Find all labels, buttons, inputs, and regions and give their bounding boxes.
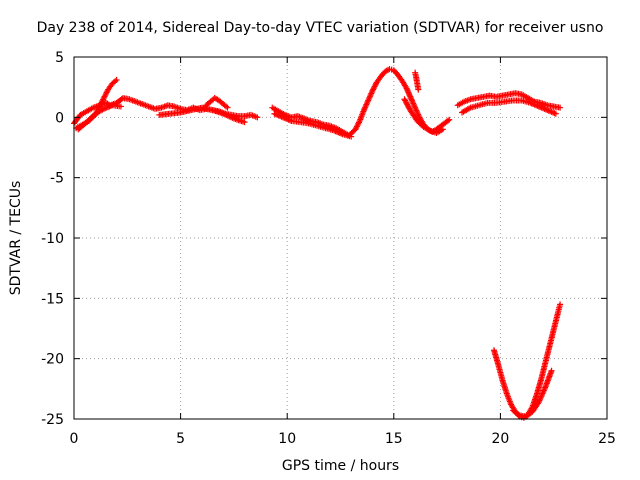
data-point — [362, 102, 369, 109]
x-axis-label: GPS time / hours — [282, 458, 399, 474]
series-track-i — [412, 69, 422, 93]
data-point — [411, 103, 418, 110]
y-tick-label: -20 — [41, 352, 64, 368]
data-point — [363, 101, 370, 108]
series-track-k — [459, 97, 559, 117]
data-point — [410, 101, 417, 108]
data-point — [405, 89, 412, 96]
y-tick-label: -10 — [41, 231, 64, 247]
data-point — [117, 103, 124, 110]
data-point — [413, 108, 420, 115]
series-track-h — [401, 96, 446, 137]
x-tick-label: 25 — [598, 431, 616, 447]
data-point — [439, 126, 446, 133]
data-point — [363, 100, 370, 107]
data-point — [410, 100, 417, 107]
data-point — [548, 367, 555, 374]
x-tick-label: 10 — [278, 431, 296, 447]
grid-lines — [74, 57, 607, 419]
data-point — [415, 86, 422, 93]
data-point — [407, 95, 414, 102]
data-point — [557, 301, 564, 308]
data-point — [406, 90, 413, 97]
series-track-c — [75, 102, 124, 133]
data-point — [557, 104, 564, 111]
data-points — [71, 66, 564, 421]
data-point — [404, 86, 411, 93]
x-tick-label: 20 — [491, 431, 509, 447]
data-point — [254, 114, 261, 121]
data-point — [412, 104, 419, 111]
data-point — [406, 92, 413, 99]
y-tick-label: -15 — [41, 291, 64, 307]
chart-title: Day 238 of 2014, Sidereal Day-to-day VTE… — [36, 20, 604, 36]
data-point — [224, 104, 231, 111]
series-track-d — [156, 104, 248, 126]
data-point — [515, 411, 522, 418]
series-track-e — [203, 95, 231, 111]
y-tick-label: 0 — [55, 110, 64, 126]
data-point — [361, 105, 368, 112]
series-track-m — [510, 367, 555, 420]
data-point — [413, 107, 420, 114]
data-point — [412, 106, 419, 113]
data-point — [367, 91, 374, 98]
data-point — [366, 94, 373, 101]
data-point — [414, 110, 421, 117]
y-axis-label: SDTVAR / TECUs — [8, 181, 24, 296]
data-point — [368, 90, 375, 97]
data-point — [409, 97, 416, 104]
data-point — [415, 111, 422, 118]
series-track-j — [454, 90, 564, 111]
data-point — [409, 99, 416, 106]
data-point — [365, 97, 372, 104]
data-point — [362, 104, 369, 111]
data-point — [446, 116, 453, 123]
x-tick-label: 0 — [70, 431, 79, 447]
data-point — [360, 107, 367, 114]
y-tick-label: 5 — [55, 50, 64, 66]
data-point — [444, 117, 451, 124]
data-point — [367, 93, 374, 100]
series-track-g — [271, 110, 355, 140]
data-point — [408, 96, 415, 103]
data-point — [404, 88, 411, 95]
data-point — [368, 89, 375, 96]
data-point — [241, 119, 248, 126]
data-point — [552, 110, 559, 117]
plot-frame — [73, 56, 608, 420]
axis-ticks: 0 5 10 15 20 25 5 0 -5 -10 -15 -20 -25 — [41, 50, 616, 447]
x-tick-label: 15 — [385, 431, 403, 447]
data-point — [113, 76, 120, 83]
series-track-l — [491, 301, 564, 421]
data-point — [364, 98, 371, 105]
y-tick-label: -25 — [41, 412, 64, 428]
data-point — [348, 133, 355, 140]
x-tick-label: 5 — [176, 431, 185, 447]
data-point — [365, 96, 372, 103]
series-track-f — [269, 66, 453, 139]
data-point — [407, 93, 414, 100]
y-tick-label: -5 — [50, 171, 64, 187]
data-point — [403, 85, 410, 92]
